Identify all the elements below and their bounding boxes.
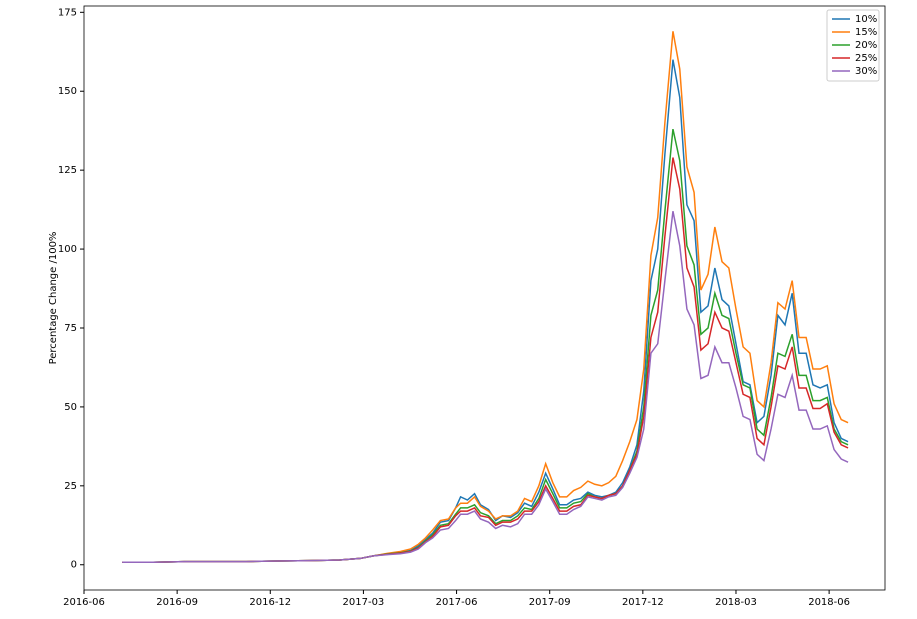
x-tick-label: 2016-09 (156, 597, 198, 608)
x-tick-label: 2017-06 (436, 597, 478, 608)
y-tick-label: 125 (58, 165, 77, 176)
y-tick-label: 25 (64, 481, 77, 492)
x-tick-label: 2018-03 (715, 597, 757, 608)
x-tick-label: 2018-06 (808, 597, 850, 608)
y-axis-label: Percentage Change /100% (48, 232, 59, 365)
x-tick-label: 2017-12 (622, 597, 664, 608)
legend-label: 25% (855, 53, 877, 64)
x-tick-label: 2017-03 (343, 597, 385, 608)
x-tick-label: 2016-12 (249, 597, 291, 608)
series-line (122, 211, 849, 563)
series-line (122, 31, 849, 563)
legend-box (826, 9, 880, 82)
legend-label: 30% (855, 66, 877, 77)
series-line (122, 128, 849, 563)
x-tick-label: 2017-09 (529, 597, 571, 608)
x-tick-label: 2016-06 (63, 597, 105, 608)
y-tick-label: 175 (58, 7, 77, 18)
legend-label: 15% (855, 27, 877, 38)
y-tick-label: 0 (71, 560, 77, 571)
y-tick-label: 150 (58, 86, 77, 97)
legend-label: 20% (855, 40, 877, 51)
series-line (122, 59, 849, 563)
y-tick-label: 100 (58, 244, 77, 255)
plot-frame (83, 5, 886, 591)
y-tick-label: 50 (64, 402, 77, 413)
y-tick-label: 75 (64, 323, 77, 334)
legend-label: 10% (855, 14, 877, 25)
